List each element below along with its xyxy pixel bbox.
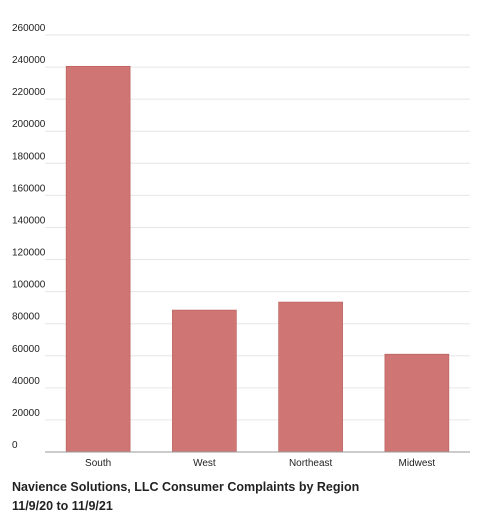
y-tick-label-0: 0 [12,440,18,451]
bar-west [172,310,236,452]
y-tick-label-60000: 60000 [12,344,40,355]
y-axis-ticks: 0 20000 40000 60000 80000 100000 120000 140000 1… [12,23,46,451]
bar-northeast [279,302,343,452]
x-tick-label-northeast: Northeast [289,458,333,469]
y-tick-label-240000: 240000 [12,55,46,66]
x-axis-labels: South West Northeast Midwest [85,458,435,469]
y-tick-label-100000: 100000 [12,280,46,291]
chart-title-block: Navience Solutions, LLC Consumer Complai… [12,478,359,517]
y-tick-label-40000: 40000 [12,376,40,387]
y-tick-label-220000: 220000 [12,87,46,98]
y-tick-label-180000: 180000 [12,151,46,162]
x-tick-label-south: South [85,458,111,469]
x-tick-label-midwest: Midwest [399,458,436,469]
y-tick-label-80000: 80000 [12,312,40,323]
y-tick-label-120000: 120000 [12,248,46,259]
x-tick-label-west: West [193,458,216,469]
chart-title: Navience Solutions, LLC Consumer Complai… [12,478,359,497]
y-tick-label-20000: 20000 [12,408,40,419]
y-tick-label-200000: 200000 [12,119,46,130]
y-tick-label-160000: 160000 [12,183,46,194]
y-tick-label-140000: 140000 [12,215,46,226]
bar-midwest [385,354,449,452]
y-tick-label-260000: 260000 [12,23,46,34]
bar-south [66,66,130,452]
chart-subtitle: 11/9/20 to 11/9/21 [12,497,359,516]
